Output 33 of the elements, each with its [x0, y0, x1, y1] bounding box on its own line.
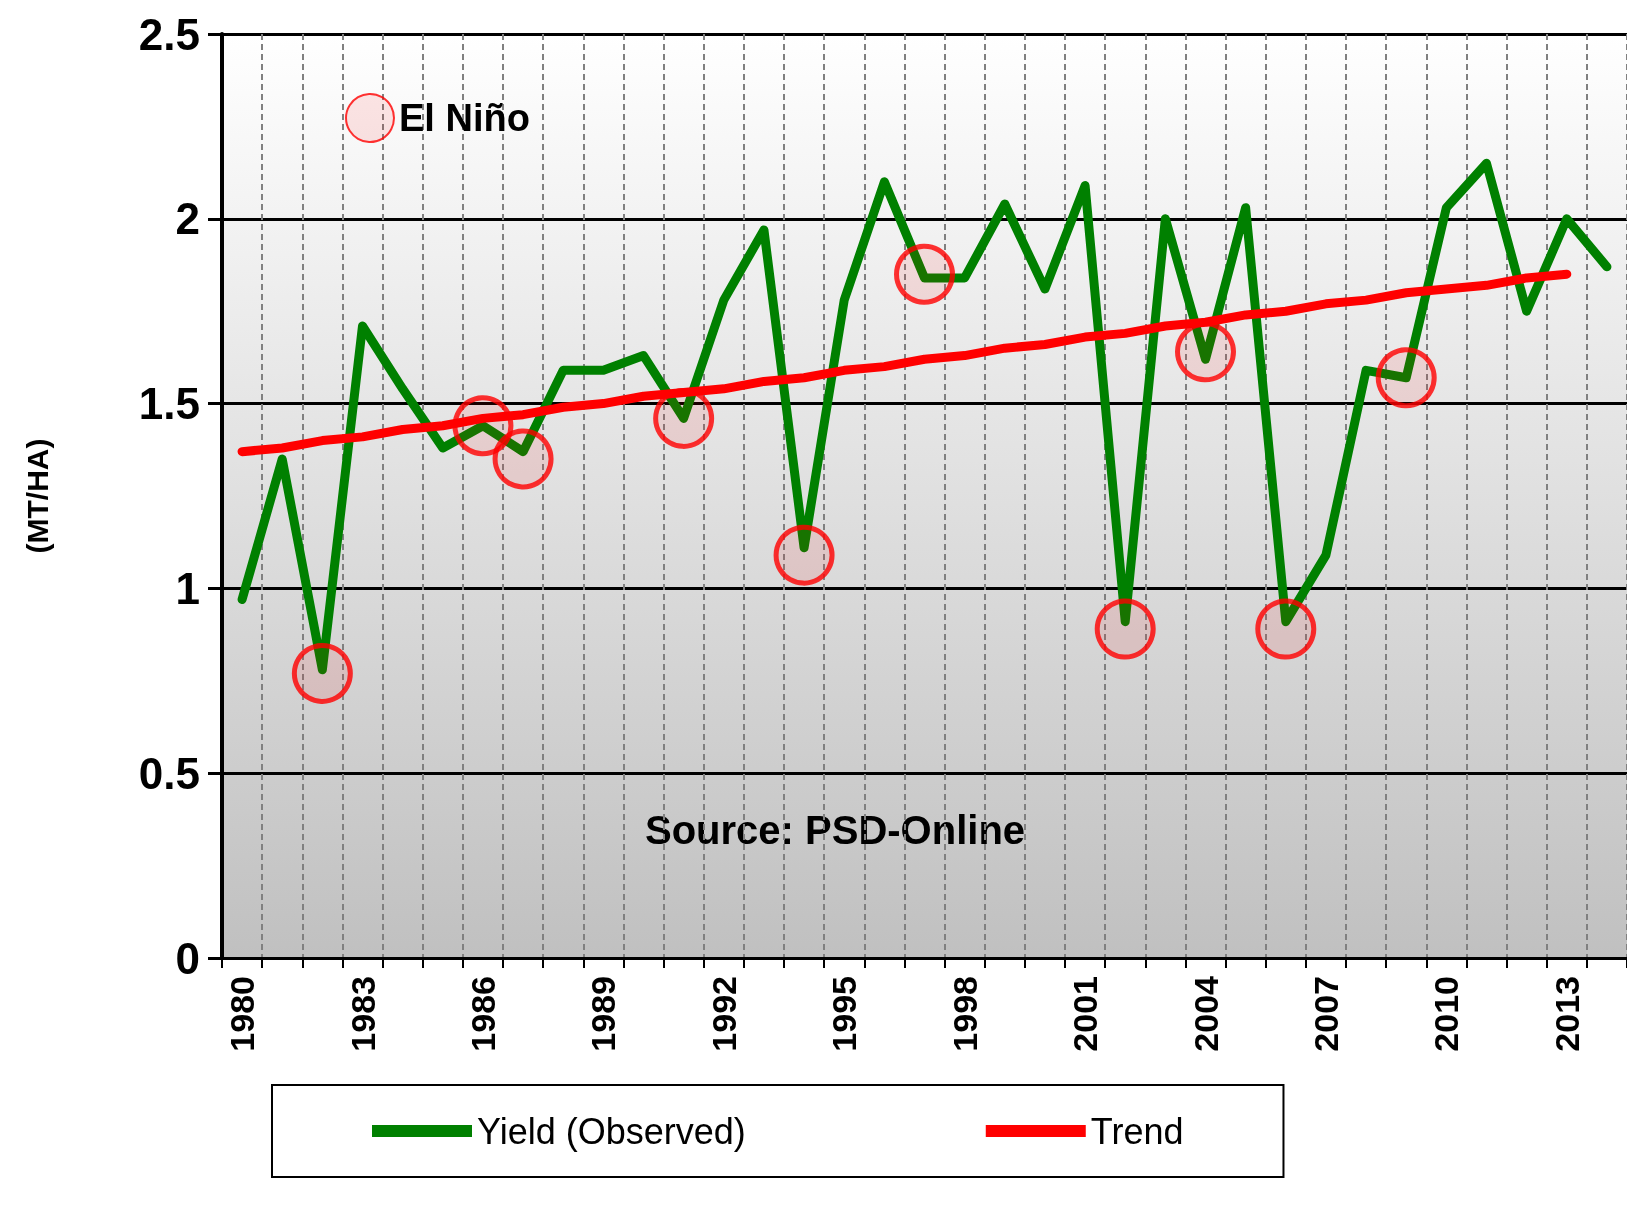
- x-tick-label: 1983: [343, 976, 382, 1052]
- x-tick-label: 2010: [1427, 976, 1466, 1052]
- x-tick-label: 1998: [945, 976, 984, 1052]
- annotation: Source: PSD-Online: [645, 808, 1026, 852]
- y-tick-label: 0.5: [138, 748, 200, 798]
- x-tick-label: 2013: [1547, 976, 1586, 1052]
- point: [291, 642, 353, 704]
- point: [1094, 598, 1156, 660]
- legend-label: Yield (Observed): [477, 1110, 746, 1152]
- x-tick-label: 2001: [1066, 976, 1105, 1052]
- x-tick-label: 1995: [825, 976, 864, 1052]
- x-tick-label: 2007: [1306, 976, 1345, 1052]
- legend-label: Trend: [1090, 1110, 1184, 1152]
- y-tick-label: 1.5: [138, 379, 200, 429]
- x-tick-label: 1989: [584, 976, 623, 1052]
- x-tick-label: 2004: [1186, 975, 1225, 1052]
- point: [1255, 598, 1317, 660]
- y-tick-label: 0: [175, 933, 200, 983]
- point: [492, 428, 554, 490]
- point: [773, 524, 835, 586]
- point: [1175, 321, 1236, 383]
- legend-label: El Niño: [399, 97, 530, 139]
- y-axis-title: (MT/HA): [20, 438, 54, 554]
- point: [1375, 347, 1437, 409]
- y-tick-label: 2: [175, 194, 200, 244]
- point: [452, 395, 514, 457]
- y-tick-label: 2.5: [138, 9, 200, 59]
- x-tick-label: 1992: [704, 976, 743, 1052]
- point: [894, 243, 955, 305]
- x-tick-label: 1986: [463, 976, 502, 1052]
- y-tick-label: 1: [175, 563, 200, 613]
- point: [653, 387, 715, 449]
- x-tick-label: 1980: [223, 976, 262, 1052]
